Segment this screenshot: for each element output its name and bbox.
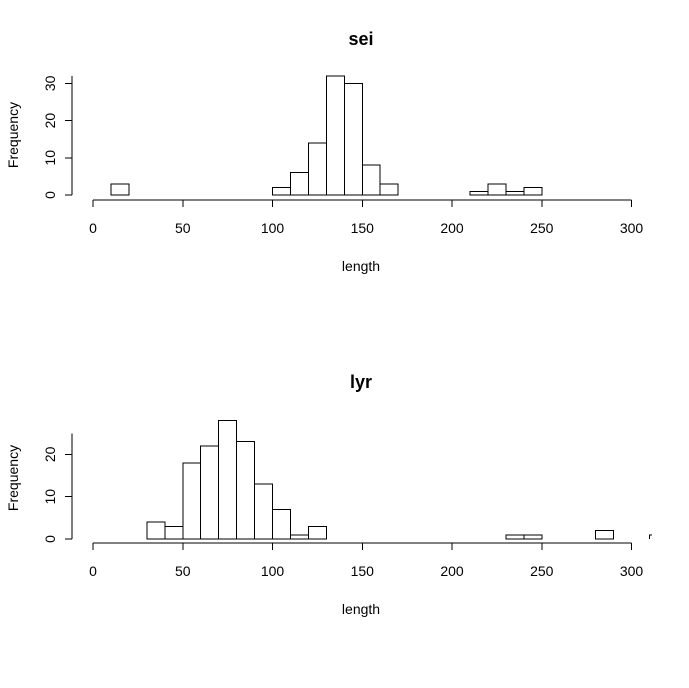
y-axis-label: Frequency (5, 445, 21, 511)
x-axis: 0 50 100 150 200 250 300 (89, 199, 644, 236)
y-tick-label: 10 (42, 489, 58, 505)
histogram-bar (469, 190, 489, 196)
histogram-bar (289, 172, 309, 196)
x-axis: 0 50 100 150 200 250 300 (89, 542, 644, 579)
histogram-bar (182, 462, 202, 540)
y-tick-label: 10 (42, 150, 58, 166)
histogram-bars (110, 75, 543, 196)
x-axis-label: length (342, 601, 380, 617)
x-tick-label: 50 (175, 563, 191, 579)
y-axis: 0 10 20 30 (42, 75, 73, 199)
histogram-bar (307, 525, 327, 540)
x-tick-label: 0 (89, 220, 97, 236)
histogram-bar (200, 445, 220, 540)
histogram-bar (110, 183, 130, 196)
y-tick-label: 0 (42, 535, 58, 543)
histogram-bar (254, 483, 274, 540)
histogram-bar (505, 534, 525, 540)
histogram-panel-sei: sei length Frequency 0 50 100 150 200 250 300 … (5, 29, 643, 274)
histogram-bar (164, 525, 184, 540)
x-tick-label: 200 (440, 563, 464, 579)
histogram-bar (379, 183, 399, 196)
histogram-bar (361, 164, 381, 196)
histogram-bar (307, 142, 327, 196)
y-tick-label: 0 (42, 191, 58, 199)
histogram-bar (595, 530, 615, 540)
x-tick-label: 0 (89, 563, 97, 579)
x-tick-label: 200 (440, 220, 464, 236)
histogram-bar (272, 187, 291, 196)
histogram-bar (325, 75, 345, 196)
y-tick-label: 20 (42, 446, 58, 462)
x-tick-label: 300 (620, 220, 644, 236)
x-tick-label: 100 (261, 563, 285, 579)
histogram-panel-lyr: lyr length Frequency 0 50 100 150 200 250 300 … (5, 372, 652, 617)
histogram-bar (343, 82, 363, 196)
histogram-bar (523, 534, 543, 540)
histogram-bars (146, 420, 652, 540)
y-axis: 0 10 20 (42, 433, 73, 543)
histogram-bar (523, 187, 543, 196)
x-tick-label: 150 (351, 563, 375, 579)
x-tick-label: 50 (175, 220, 191, 236)
histogram-bar (272, 508, 291, 540)
x-tick-label: 100 (261, 220, 285, 236)
histogram-bar (289, 534, 309, 540)
histogram-bar (236, 441, 256, 540)
histogram-bar (487, 183, 507, 196)
x-tick-label: 300 (620, 563, 644, 579)
x-tick-label: 150 (351, 220, 375, 236)
histogram-bar (505, 190, 525, 196)
x-axis-label: length (342, 258, 380, 274)
x-tick-label: 250 (530, 220, 554, 236)
chart-title: lyr (350, 372, 372, 392)
y-tick-label: 20 (42, 113, 58, 129)
histogram-bar (218, 420, 238, 540)
histogram-bar (648, 534, 652, 539)
histogram-bar (146, 521, 166, 540)
chart-title: sei (348, 29, 373, 49)
x-tick-label: 250 (530, 563, 554, 579)
y-axis-label: Frequency (5, 102, 21, 168)
y-tick-label: 30 (42, 75, 58, 91)
